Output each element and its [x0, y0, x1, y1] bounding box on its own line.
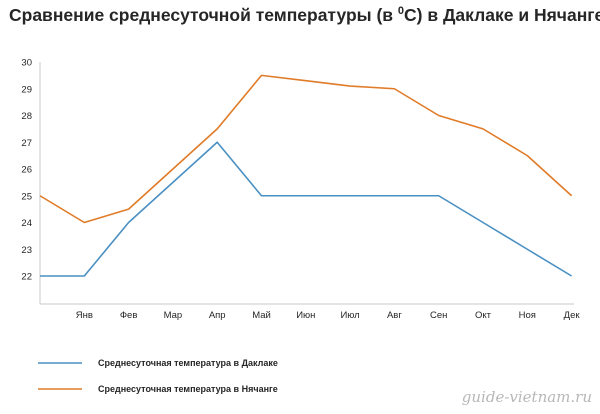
y-tick-label: 23: [21, 245, 32, 256]
x-tick-label: Авг: [387, 310, 402, 321]
x-tick-label: Май: [252, 310, 271, 321]
x-tick-label: Сен: [430, 310, 447, 321]
watermark: guide-vietnam.ru: [461, 388, 592, 406]
chart-axes: [39, 62, 574, 305]
legend: Среднесуточная температура в Даклаке Сред…: [38, 358, 278, 394]
chart-title: Сравнение среднесуточной температуры (в …: [9, 5, 600, 25]
x-tick-label: Апр: [209, 310, 226, 321]
y-tick-label: 24: [21, 218, 32, 229]
x-tick-label: Дек: [564, 310, 581, 321]
x-tick-labels: Янв Фев Мар Апр Май Июн Июл Авг Сен Окт Ноя Дек: [76, 310, 581, 321]
y-tick-label: 29: [21, 84, 32, 95]
x-tick-label: Ноя: [519, 310, 536, 321]
y-tick-labels: 22 23 24 25 26 27 28 29 30: [21, 58, 32, 283]
degree-sign: 0: [397, 5, 405, 18]
series-lines: [39, 74, 573, 277]
x-tick-label: Окт: [475, 310, 492, 321]
x-tick-label: Янв: [76, 310, 93, 321]
y-tick-label: 30: [21, 58, 32, 69]
legend-label-2: Среднесуточная температура в Нячанге: [98, 384, 278, 394]
y-tick-label: 26: [21, 165, 32, 176]
x-tick-label: Июн: [296, 310, 315, 321]
y-tick-label: 22: [21, 272, 32, 283]
x-tick-label: Июл: [340, 310, 359, 321]
series-line-1: [40, 141, 573, 277]
legend-label-1: Среднесуточная температура в Даклаке: [98, 358, 278, 368]
x-tick-label: Фев: [120, 310, 138, 321]
x-tick-label: Мар: [164, 310, 183, 321]
y-tick-label: 25: [21, 191, 32, 202]
y-tick-label: 28: [21, 111, 32, 122]
series-line-2: [39, 74, 573, 224]
y-tick-label: 27: [21, 138, 32, 149]
